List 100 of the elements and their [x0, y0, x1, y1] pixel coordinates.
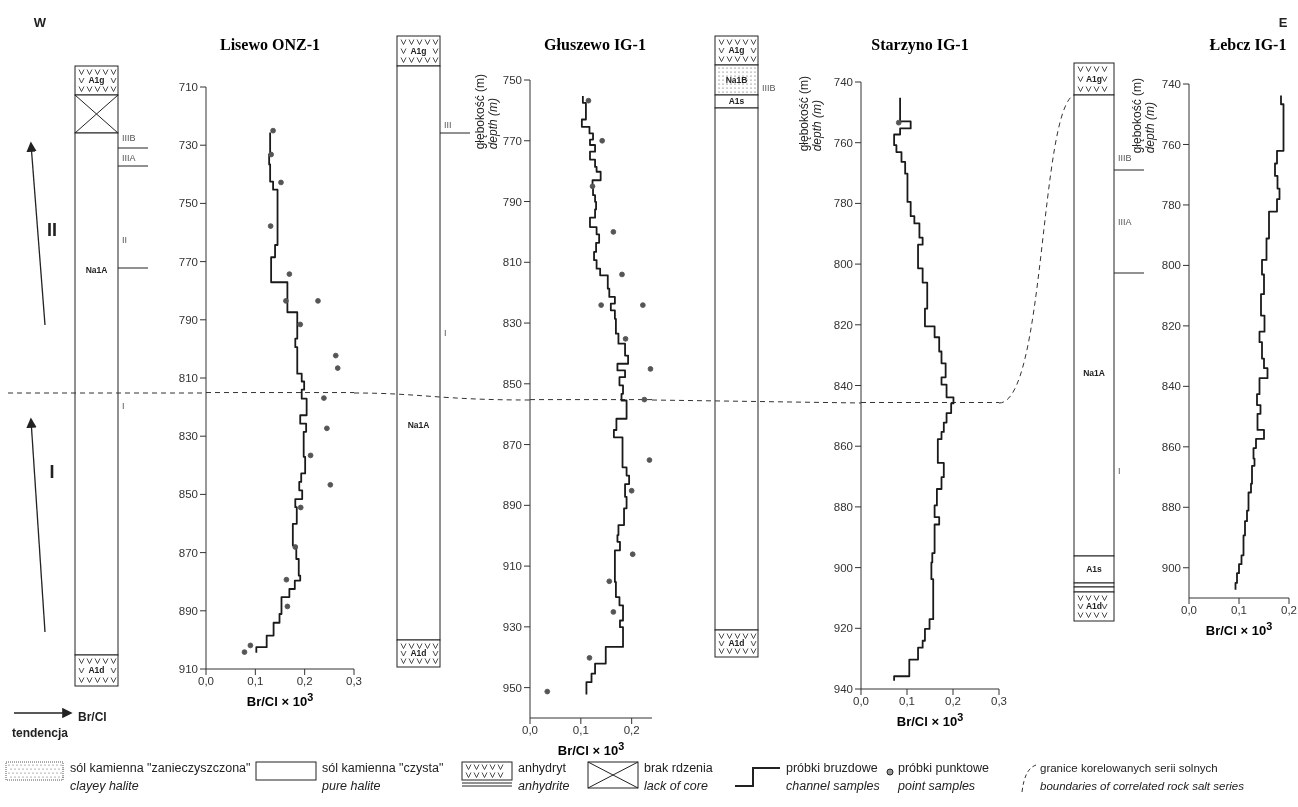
y-tick-label: 940 [833, 683, 853, 696]
text: IIIA [122, 153, 136, 164]
x-axis-title: Br/Cl × 10$^{3}$ [1205, 620, 1273, 639]
y-axis-title: głębokość (m) depth (m) [1130, 78, 1157, 154]
y-tick-label: 840 [1161, 380, 1181, 393]
y-tick-label: 870 [502, 438, 522, 451]
x-axis-title: Br/Cl × 10$^{3}$ [557, 740, 625, 759]
x-tick-label: 0,0 [198, 675, 214, 688]
y-tick-label: 880 [1161, 501, 1181, 514]
text: Na1A [1083, 367, 1105, 378]
y-tick-label: 950 [502, 681, 522, 694]
y-tick-label: 810 [178, 372, 198, 385]
text: W [33, 14, 47, 30]
text: próbki punktowe [898, 761, 990, 776]
x-tick-label: 0,3 [346, 675, 362, 688]
text: III [444, 120, 452, 131]
text: sól kamienna "zanieczyszczona" [70, 761, 251, 776]
x-tick-label: 0,0 [853, 695, 869, 708]
y-tick-label: 870 [178, 546, 198, 559]
y-tick-label: 740 [833, 76, 853, 89]
x-tick-label: 0,2 [623, 724, 640, 737]
text: A1g [410, 45, 427, 56]
y-tick-label: 910 [178, 663, 198, 676]
text: II [122, 235, 128, 246]
y-tick-label: 830 [178, 430, 198, 443]
y-tick-label: 820 [833, 318, 853, 331]
y-tick-label: 840 [833, 379, 853, 392]
text: II [46, 220, 58, 241]
y-tick-label: 750 [502, 74, 522, 87]
y-tick-label: 760 [833, 136, 853, 149]
x-tick-label: 0,1 [1231, 604, 1247, 617]
y-tick-label: 860 [833, 440, 853, 453]
chart-title: Starzyno IG-1 [871, 36, 969, 54]
x-tick-label: 0,1 [899, 695, 915, 708]
y-tick-label: 750 [178, 197, 198, 210]
text: point samples [897, 779, 976, 794]
y-tick-label: 810 [502, 256, 522, 269]
text: anhydrite [518, 779, 570, 794]
text: I [49, 462, 55, 483]
chart-title: Lisewo ONZ-1 [220, 36, 320, 54]
y-tick-label: 900 [1161, 561, 1181, 574]
y-tick-label: 890 [502, 499, 522, 512]
x-tick-label: 0,2 [296, 675, 313, 688]
text: I [444, 328, 447, 339]
y-tick-label: 790 [178, 313, 198, 326]
y-axis-title: głębokość (m) depth (m) [797, 76, 824, 152]
text: IIIB [122, 133, 136, 144]
text: A1d [410, 647, 427, 658]
y-tick-label: 820 [1161, 319, 1181, 332]
x-tick-label: 0,1 [247, 675, 264, 688]
text: anhydryt [518, 761, 567, 776]
text: I [1118, 466, 1121, 477]
text: A1d [728, 637, 745, 648]
y-tick-label: 830 [502, 317, 522, 330]
chart-title: Głuszewo IG-1 [544, 36, 646, 54]
x-tick-label: 0,3 [991, 695, 1007, 708]
y-tick-label: 740 [1161, 78, 1181, 91]
text: A1g [728, 44, 745, 55]
y-tick-label: 770 [502, 134, 522, 147]
text: Na1A [85, 264, 108, 275]
text: A1d [1085, 600, 1103, 611]
y-tick-label: 790 [502, 195, 522, 208]
y-tick-label: 890 [178, 604, 198, 617]
y-tick-label: 770 [178, 255, 198, 268]
text: clayey halite [70, 779, 139, 794]
text: channel samples [786, 779, 880, 794]
x-tick-label: 0,1 [572, 724, 589, 737]
y-tick-label: 800 [1161, 259, 1181, 272]
x-axis-title: Br/Cl × 10$^{3}$ [246, 691, 314, 710]
y-tick-label: 730 [178, 139, 198, 152]
text: Br/Cl [78, 710, 107, 725]
text: A1d [88, 664, 105, 675]
x-tick-label: 0,0 [522, 724, 538, 737]
y-tick-label: 850 [178, 488, 198, 501]
y-tick-label: 760 [1161, 138, 1181, 151]
x-tick-label: 0,2 [1281, 604, 1297, 617]
text: I [122, 401, 125, 412]
x-tick-label: 0,0 [1181, 604, 1197, 617]
text: tendencja [12, 726, 69, 741]
y-tick-label: 780 [1161, 199, 1181, 212]
text: sól kamienna "czysta" [322, 761, 444, 776]
y-tick-label: 710 [178, 81, 198, 94]
text: A1s [1086, 563, 1103, 574]
y-tick-label: 920 [833, 622, 853, 635]
y-tick-label: 800 [833, 258, 853, 271]
y-tick-label: 780 [833, 197, 853, 210]
text: granice korelowanych serii solnych [1040, 762, 1218, 775]
text: Na1A [407, 419, 430, 430]
chart-title: Łebcz IG-1 [1209, 36, 1287, 54]
y-tick-label: 910 [502, 560, 522, 573]
y-tick-label: 880 [833, 500, 853, 513]
text: IIIB [762, 83, 776, 94]
text: próbki bruzdowe [786, 761, 878, 776]
y-tick-label: 930 [502, 620, 522, 633]
text: A1g [1085, 73, 1103, 84]
x-tick-label: 0,2 [945, 695, 961, 708]
text: IIIA [1118, 217, 1132, 228]
text: pure halite [321, 779, 381, 794]
x-axis-title: Br/Cl × 10$^{3}$ [896, 711, 964, 730]
y-axis-title: głębokość (m) depth (m) [473, 74, 500, 150]
